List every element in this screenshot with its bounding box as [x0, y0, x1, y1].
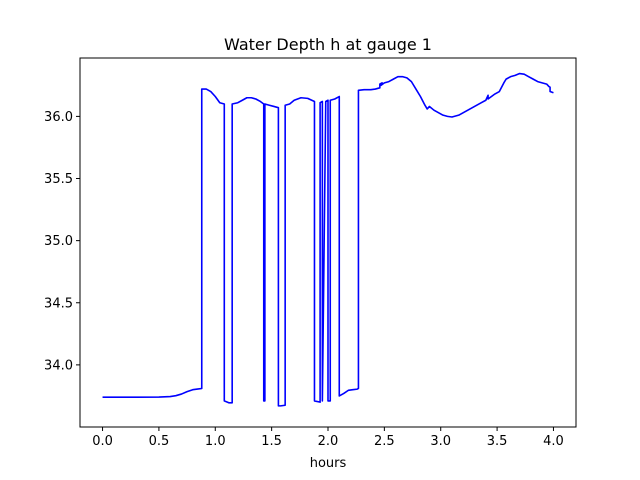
x-axis-label: hours: [310, 456, 347, 471]
chart-title: Water Depth h at gauge 1: [224, 35, 432, 54]
x-axis-ticks: 0.0 0.5 1.0 1.5 2.0 2.5 3.0 3.5 4.0: [92, 427, 564, 449]
x-tick-label: 0.5: [149, 434, 170, 449]
series-layer: [102, 72, 554, 407]
x-tick-label: 0.0: [92, 434, 113, 449]
x-tick-label: 4.0: [543, 434, 564, 449]
x-tick-label: 1.0: [205, 434, 226, 449]
x-tick-label: 3.0: [430, 434, 451, 449]
series-line-1: [102, 72, 554, 407]
x-tick-label: 3.5: [487, 434, 508, 449]
y-tick-label: 35.5: [44, 172, 73, 187]
x-tick-label: 1.5: [261, 434, 282, 449]
y-tick-label: 35.0: [44, 234, 73, 249]
x-tick-label: 2.5: [374, 434, 395, 449]
y-tick-label: 34.5: [44, 296, 73, 311]
y-tick-label: 36.0: [44, 110, 73, 125]
y-tick-label: 34.0: [44, 358, 73, 373]
x-tick-label: 2.0: [318, 434, 339, 449]
y-axis-ticks: 34.0 34.5 35.0 35.5 36.0: [44, 110, 80, 373]
